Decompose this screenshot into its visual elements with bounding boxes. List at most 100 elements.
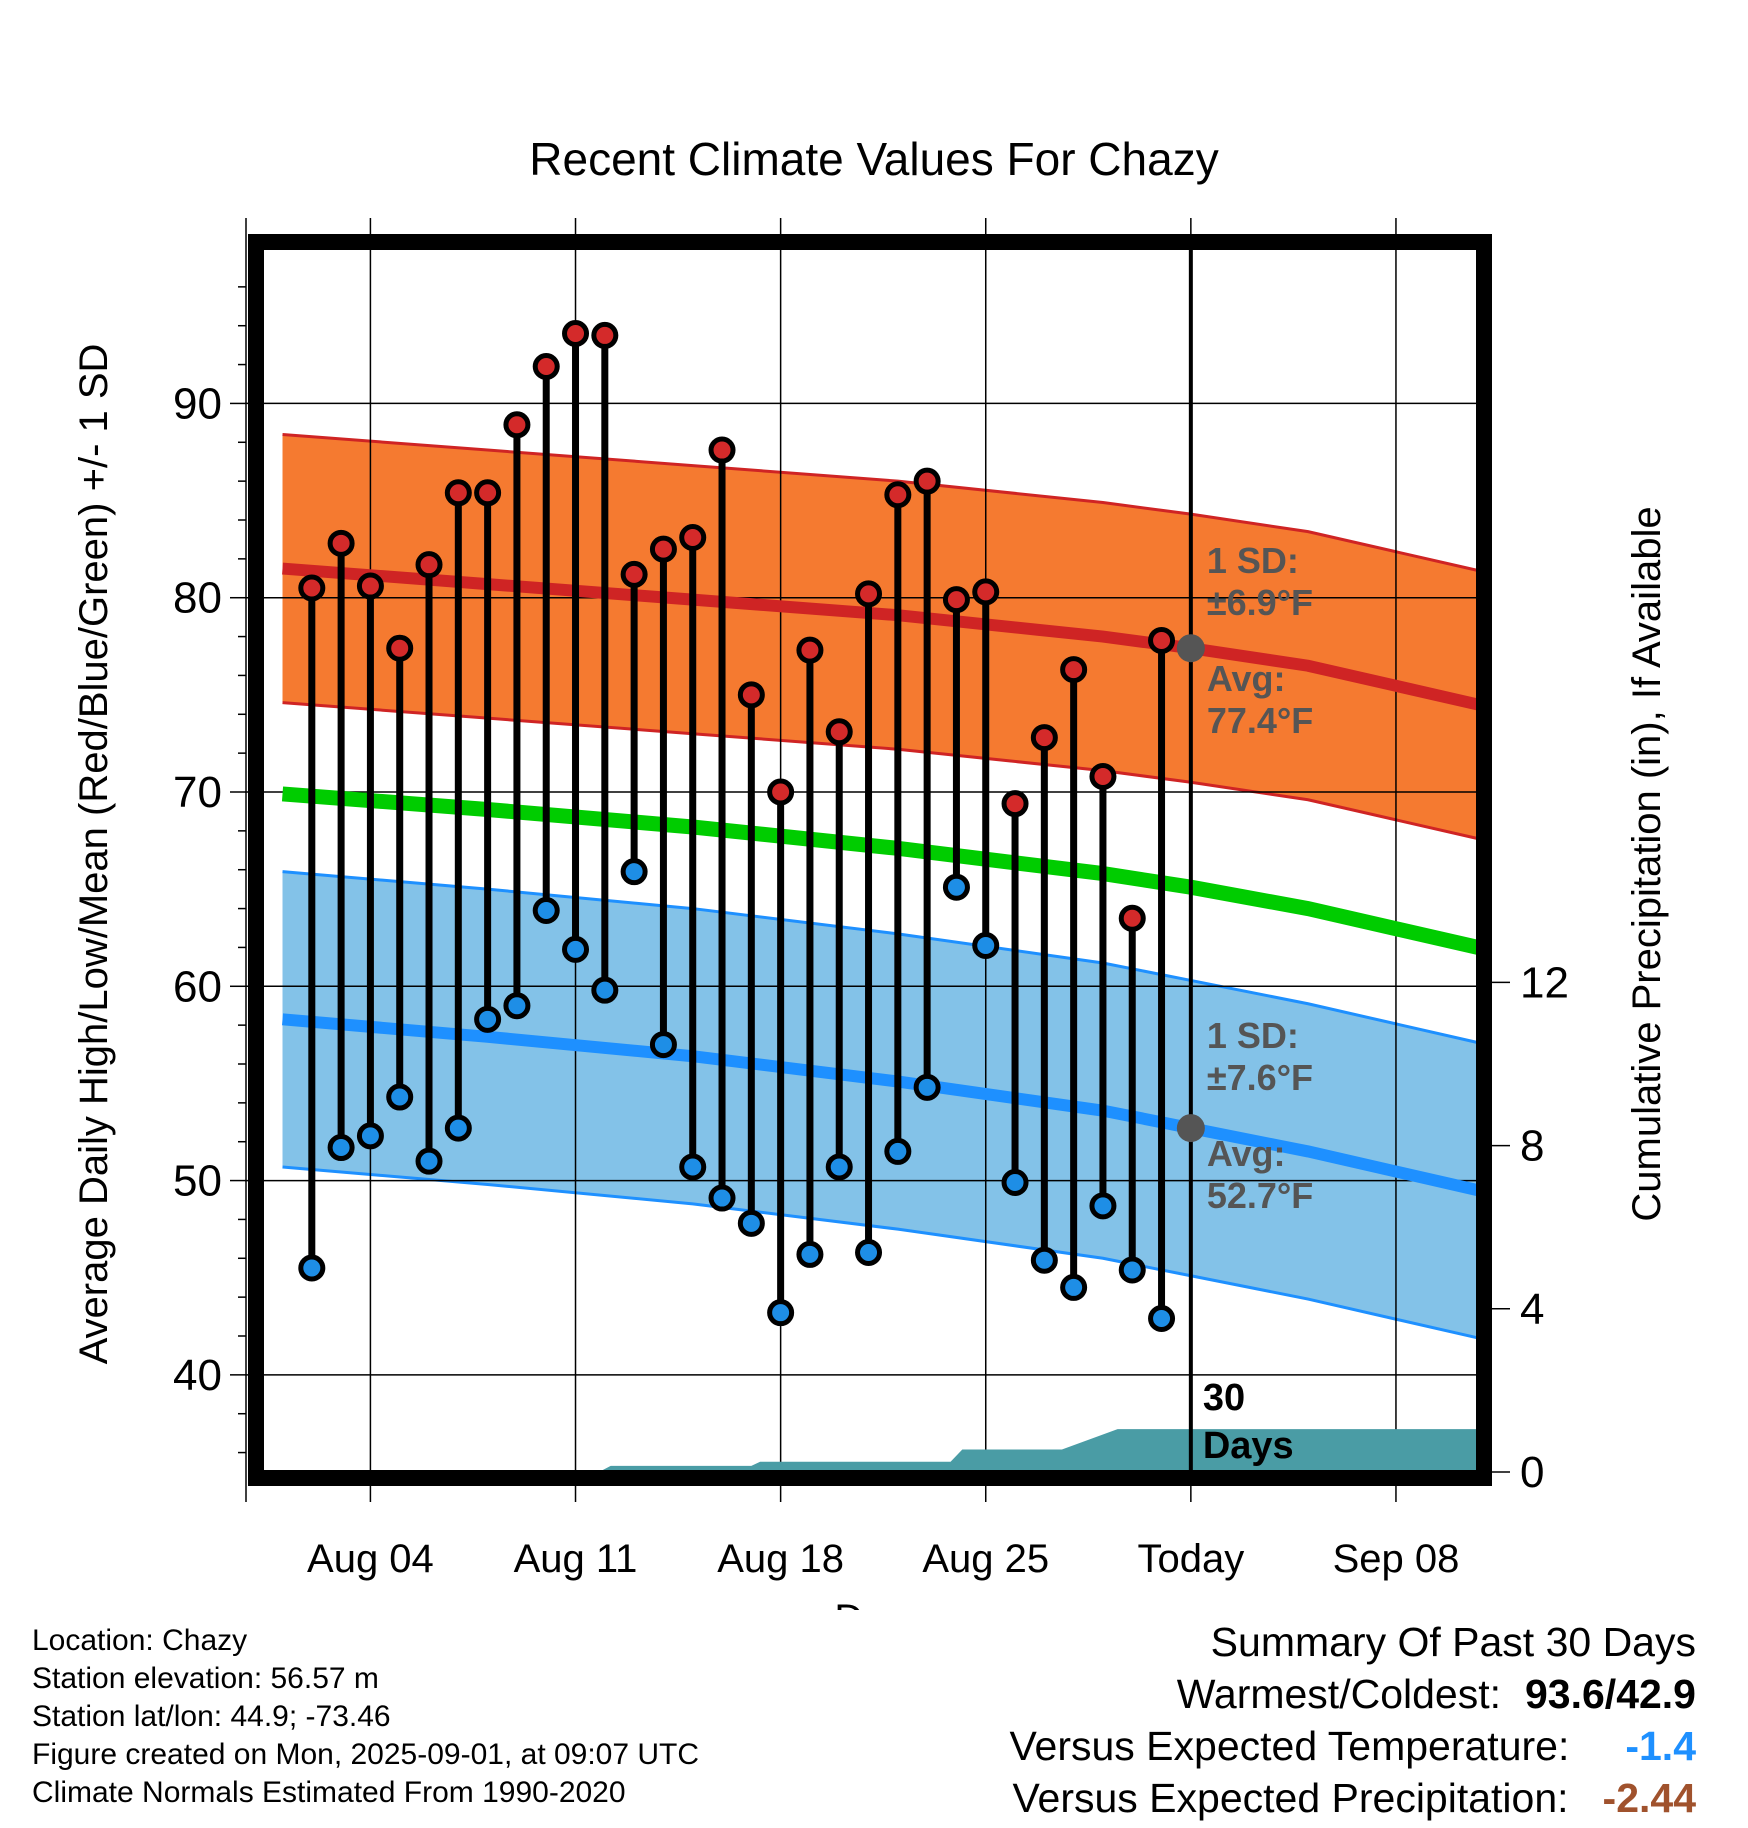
daily-high-point xyxy=(562,319,590,347)
low-sd-band xyxy=(282,871,1478,1338)
daily-high-point xyxy=(855,580,883,608)
daily-low-point xyxy=(327,1134,355,1162)
daily-high-point xyxy=(1118,904,1146,932)
y-tick-label: 40 xyxy=(173,1351,222,1400)
daily-low-point xyxy=(855,1238,883,1266)
low-normal-label: 1 SD: xyxy=(1207,1015,1299,1056)
daily-low-point xyxy=(942,873,970,901)
high-sd-band xyxy=(282,434,1478,839)
warmest-value: 93.6/42.9 xyxy=(1525,1671,1696,1717)
x-tick-label: Aug 04 xyxy=(307,1537,434,1581)
x-tick-label: Aug 18 xyxy=(717,1537,844,1581)
y2-tick-label: 0 xyxy=(1520,1448,1544,1497)
mean-average-line xyxy=(281,786,1480,955)
temp-value: -1.4 xyxy=(1625,1723,1696,1769)
y-tick-label: 70 xyxy=(173,768,222,817)
x-axis-label: Day xyxy=(834,1597,905,1610)
axes: 40 50 60 70 80 90 0 4 8 12 Aug 04 Aug 11 Aug 18 Aug 2… xyxy=(173,218,1569,1581)
daily-low-point xyxy=(1060,1273,1088,1301)
daily-high-point xyxy=(679,523,707,551)
warmest-label: Warmest/Coldest: xyxy=(1176,1671,1501,1717)
today-high-normal-point xyxy=(1176,634,1205,663)
daily-low-point xyxy=(591,976,619,1004)
today-window-label: Days xyxy=(1203,1425,1294,1467)
daily-low-point xyxy=(444,1114,472,1142)
daily-low-point xyxy=(649,1031,677,1059)
summary-warmest-row: Warmest/Coldest: 93.6/42.9 xyxy=(1009,1668,1696,1720)
daily-low-point xyxy=(562,935,590,963)
info-normals: Climate Normals Estimated From 1990-2020 xyxy=(32,1776,626,1809)
daily-low-point xyxy=(1118,1256,1146,1284)
high-normal-label: ±6.9°F xyxy=(1207,582,1313,623)
daily-low-point xyxy=(1089,1192,1117,1220)
daily-low-point xyxy=(884,1137,912,1165)
daily-high-point xyxy=(884,481,912,509)
summary-title: Summary Of Past 30 Days xyxy=(1210,1619,1696,1665)
info-latlon: Station lat/lon: 44.9; -73.46 xyxy=(32,1700,391,1733)
daily-high-point xyxy=(386,634,414,662)
daily-high-point xyxy=(767,778,795,806)
daily-high-point xyxy=(327,529,355,557)
daily-low-point xyxy=(913,1073,941,1101)
low-average-line xyxy=(282,1013,1480,1197)
daily-high-point xyxy=(1089,762,1117,790)
daily-low-point xyxy=(503,992,531,1020)
daily-high-point xyxy=(1060,656,1088,684)
y-tick-label: 80 xyxy=(173,574,222,623)
high-normal-label: 1 SD: xyxy=(1207,540,1299,581)
daily-low-point xyxy=(679,1153,707,1181)
daily-high-point xyxy=(1030,724,1058,752)
daily-low-point xyxy=(767,1299,795,1327)
daily-high-point xyxy=(532,353,560,381)
daily-low-point xyxy=(386,1083,414,1111)
daily-low-point xyxy=(972,931,1000,959)
chart-title: Recent Climate Values For Chazy xyxy=(529,133,1218,185)
high-band-upper-edge xyxy=(282,433,1479,572)
daily-high-point xyxy=(825,718,853,746)
daily-high-point xyxy=(942,586,970,614)
daily-low-point xyxy=(796,1240,824,1268)
daily-low-point xyxy=(708,1184,736,1212)
today-window-label: 30 xyxy=(1203,1377,1245,1419)
daily-high-point xyxy=(415,551,443,579)
daily-high-point xyxy=(356,572,384,600)
daily-high-point xyxy=(913,467,941,495)
station-info: Location: Chazy Station elevation: 56.57… xyxy=(32,1622,699,1812)
y2-tick-label: 8 xyxy=(1520,1122,1544,1171)
daily-high-point xyxy=(737,681,765,709)
normal-bands xyxy=(282,433,1479,1340)
today-low-normal-point xyxy=(1176,1114,1205,1143)
precip-fill xyxy=(262,1429,1478,1472)
daily-high-point xyxy=(1001,790,1029,818)
high-normal-label: 77.4°F xyxy=(1207,700,1313,741)
y-tick-label: 50 xyxy=(173,1157,222,1206)
daily-high-point xyxy=(972,578,1000,606)
high-band-lower-edge xyxy=(282,701,1479,841)
daily-low-point xyxy=(620,858,648,886)
low-band-lower-edge xyxy=(282,1165,1479,1340)
plot-frame xyxy=(248,234,1492,1486)
x-tick-label: Sep 08 xyxy=(1333,1537,1460,1581)
y-tick-label: 60 xyxy=(173,962,222,1011)
daily-low-point xyxy=(532,897,560,925)
precip-label: Versus Expected Precipitation: xyxy=(1012,1775,1569,1821)
daily-low-point xyxy=(1001,1169,1029,1197)
daily-low-point xyxy=(1030,1246,1058,1274)
x-tick-label: Aug 11 xyxy=(514,1537,638,1581)
y2-tick-label: 4 xyxy=(1520,1285,1544,1334)
temp-label: Versus Expected Temperature: xyxy=(1009,1723,1570,1769)
x-tick-label: Aug 25 xyxy=(922,1537,1049,1581)
daily-high-point xyxy=(1148,626,1176,654)
info-created: Figure created on Mon, 2025-09-01, at 09… xyxy=(32,1738,700,1771)
daily-low-point xyxy=(825,1153,853,1181)
plot-border xyxy=(248,234,1492,1486)
daily-high-low-series xyxy=(298,319,1176,1333)
daily-low-point xyxy=(1148,1305,1176,1333)
x-tick-label: Today xyxy=(1137,1537,1244,1581)
summary-panel: Summary Of Past 30 Days Warmest/Coldest:… xyxy=(1009,1616,1696,1824)
high-average-line xyxy=(282,562,1480,711)
summary-precip-row: Versus Expected Precipitation: -2.44 xyxy=(1009,1772,1696,1824)
daily-high-point xyxy=(474,479,502,507)
low-band-upper-edge xyxy=(282,870,1479,1045)
daily-low-point xyxy=(737,1209,765,1237)
